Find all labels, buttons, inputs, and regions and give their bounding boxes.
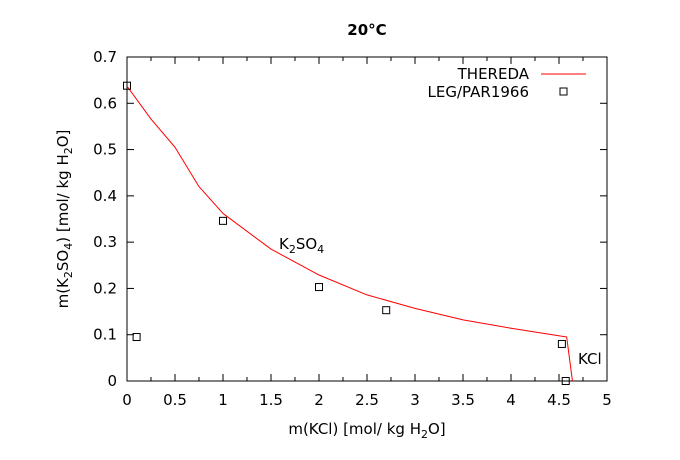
legend-label-thereda: THEREDA <box>457 65 530 83</box>
data-point-legpar1966 <box>123 81 131 90</box>
series-layer <box>123 81 573 385</box>
y-tick-label: 0.1 <box>93 326 117 344</box>
y-tick-label: 0.5 <box>93 141 117 159</box>
x-tick-label: 2 <box>314 391 324 409</box>
x-axis-label: m(KCl) [mol/ kg H2O] <box>288 420 445 441</box>
data-point-legpar1966 <box>382 306 391 315</box>
y-axis-label: m(K2SO4) [mol/ kg H2O] <box>54 130 75 309</box>
x-tick-label: 3 <box>410 391 420 409</box>
y-tick-label: 0.3 <box>93 233 117 251</box>
y-tick-label: 0.4 <box>93 187 117 205</box>
y-tick-label: 0.6 <box>93 94 117 112</box>
data-point-legpar1966 <box>557 339 566 348</box>
data-point-legpar1966 <box>219 216 227 225</box>
x-tick-label: 4 <box>506 391 516 409</box>
x-tick-label: 0 <box>122 391 132 409</box>
x-tick-label: 5 <box>602 391 612 409</box>
x-tick-label: 1.5 <box>259 391 283 409</box>
axis-ticks: 0 0.5 1 1.5 2 2.5 3 3.5 4 4.5 5 0 0.1 0.2 0.3 0.4 0.5 0.6… <box>93 48 612 409</box>
y-tick-label: 0.7 <box>93 48 117 66</box>
annotation-kcl: KCl <box>578 350 602 368</box>
legend-marker-legpar <box>559 87 568 96</box>
series-line-thereda <box>126 85 573 382</box>
data-point-legpar1966 <box>315 283 323 292</box>
y-tick-label: 0 <box>107 372 117 390</box>
y-tick-label: 0.2 <box>93 279 117 297</box>
legend: THEREDA LEG/PAR1966 <box>428 65 586 101</box>
legend-label-legpar: LEG/PAR1966 <box>428 83 529 101</box>
data-point-legpar1966 <box>132 333 141 342</box>
chart-title: 20°C <box>347 21 386 39</box>
x-tick-label: 1 <box>218 391 228 409</box>
data-point-legpar1966 <box>561 377 570 385</box>
annotation-k2so4: K2SO4 <box>279 235 324 256</box>
x-tick-label: 2.5 <box>355 391 379 409</box>
x-tick-label: 0.5 <box>163 391 187 409</box>
x-tick-label: 4.5 <box>547 391 571 409</box>
x-tick-label: 3.5 <box>451 391 475 409</box>
